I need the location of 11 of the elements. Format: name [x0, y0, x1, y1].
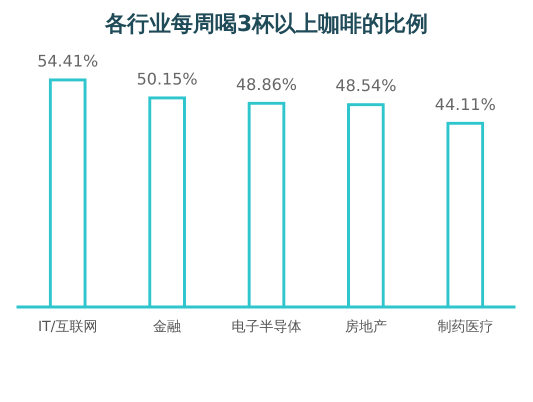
x-tick-label: 金融 — [153, 319, 182, 336]
x-tick-label: 制药医疗 — [437, 319, 494, 336]
x-tick-label: 房地产 — [344, 319, 387, 336]
x-tick-label: 电子半导体 — [232, 319, 302, 336]
chart-title: 各行业每周喝3杯以上咖啡的比例 — [104, 12, 428, 37]
data-label: 48.86% — [236, 74, 298, 94]
data-label: 48.54% — [335, 76, 396, 96]
data-label: 50.15% — [136, 69, 198, 88]
data-label: 54.41% — [37, 52, 98, 71]
x-tick-label: IT/互联网 — [38, 319, 98, 336]
data-label: 44.11% — [434, 94, 496, 114]
